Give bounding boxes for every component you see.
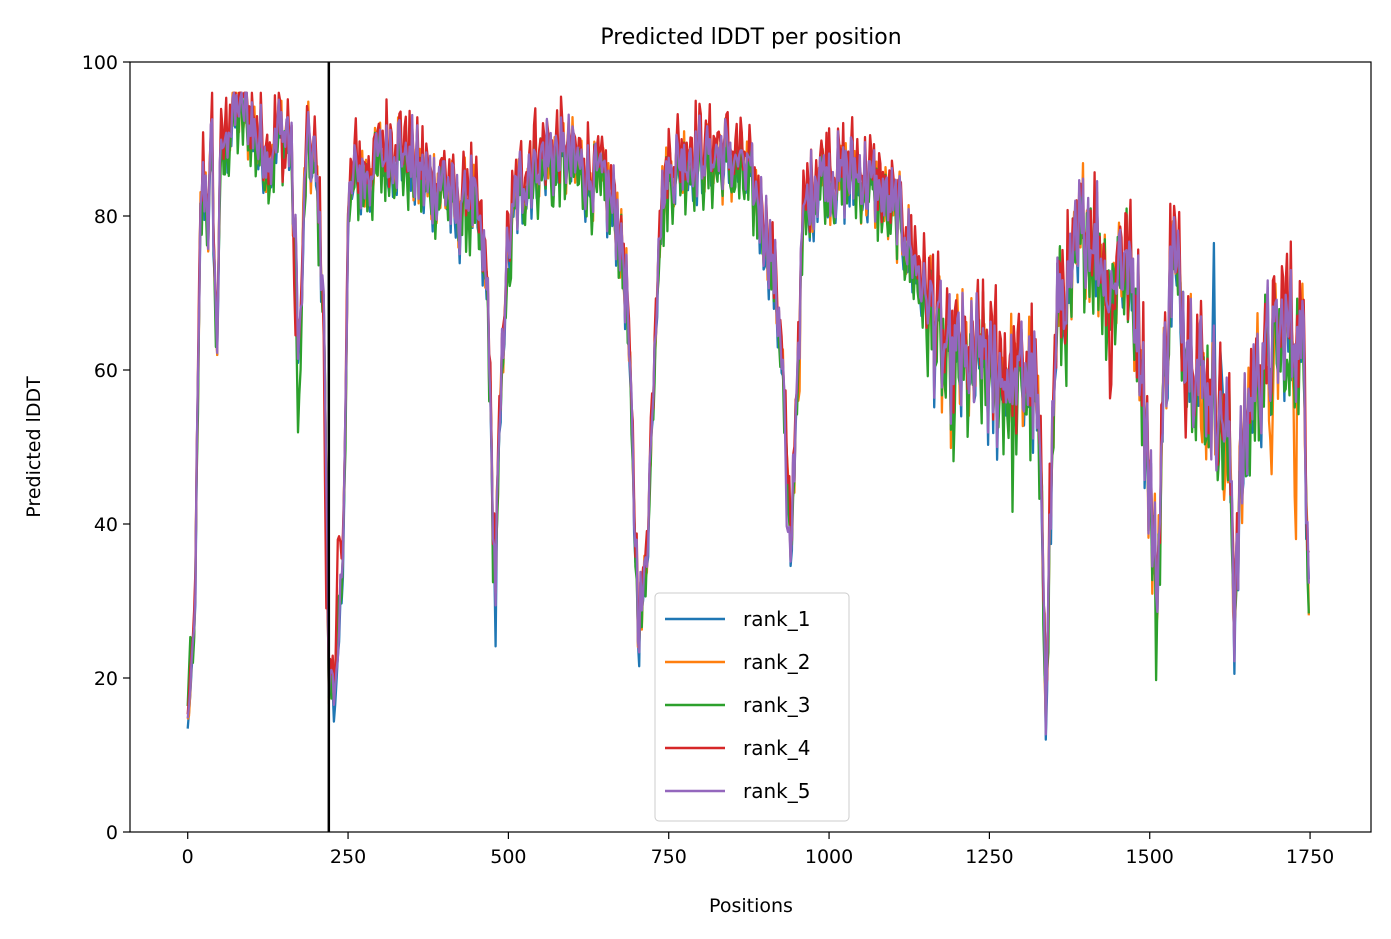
- x-tick-label: 250: [330, 846, 366, 868]
- x-tick-label: 500: [490, 846, 526, 868]
- legend-label: rank_1: [743, 607, 810, 631]
- y-axis-label: Predicted lDDT: [23, 376, 45, 518]
- legend-label: rank_2: [743, 650, 810, 674]
- y-tick-label: 20: [94, 668, 118, 690]
- series-line-rank_4: [186, 91, 1310, 715]
- x-tick-label: 1250: [965, 846, 1013, 868]
- chart-title: Predicted lDDT per position: [600, 25, 901, 50]
- y-tick-label: 60: [94, 360, 118, 382]
- legend-label: rank_3: [743, 693, 810, 717]
- legend-label: rank_4: [743, 736, 810, 760]
- series-line-rank_5: [186, 91, 1310, 736]
- y-tick-label: 40: [94, 514, 118, 536]
- legend-box: [654, 592, 850, 822]
- axes-frame: [129, 61, 1372, 833]
- x-axis: 0 250 500 750 1000 1250 1500 1750: [182, 832, 1334, 868]
- y-tick-label: 100: [82, 52, 118, 74]
- x-tick-label: 0: [182, 846, 194, 868]
- x-axis-label: Positions: [709, 895, 793, 917]
- y-tick-label: 80: [94, 206, 118, 228]
- plot-area: [186, 91, 1310, 741]
- x-tick-label: 1500: [1126, 846, 1174, 868]
- legend: rank_1 rank_2 rank_3 rank_4 rank_5: [654, 592, 850, 822]
- x-tick-label: 1750: [1286, 846, 1334, 868]
- y-axis: 0 20 40 60 80 100: [82, 52, 130, 844]
- legend-label: rank_5: [743, 779, 810, 803]
- x-tick-label: 1000: [805, 846, 853, 868]
- y-tick-label: 0: [106, 822, 118, 844]
- x-tick-label: 750: [651, 846, 687, 868]
